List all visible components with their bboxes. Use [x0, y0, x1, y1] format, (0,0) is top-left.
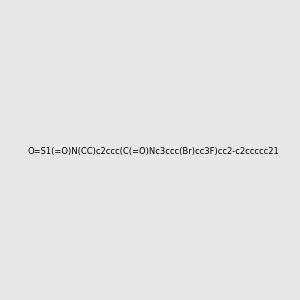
- Text: O=S1(=O)N(CC)c2ccc(C(=O)Nc3ccc(Br)cc3F)cc2-c2ccccc21: O=S1(=O)N(CC)c2ccc(C(=O)Nc3ccc(Br)cc3F)c…: [28, 147, 280, 156]
